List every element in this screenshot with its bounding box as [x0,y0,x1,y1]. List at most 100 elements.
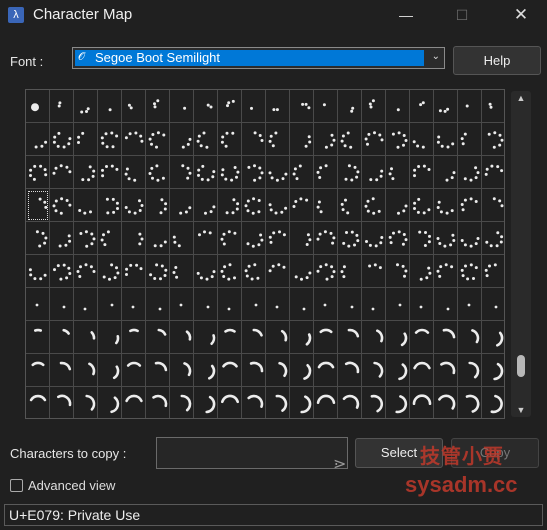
character-cell[interactable] [218,255,242,288]
character-cell[interactable] [26,354,50,387]
character-cell[interactable] [74,288,98,321]
character-cell[interactable] [410,156,434,189]
character-cell[interactable] [74,123,98,156]
character-cell[interactable] [290,189,314,222]
character-cell[interactable] [266,156,290,189]
character-cell[interactable] [410,123,434,156]
character-cell[interactable] [218,387,242,418]
character-cell[interactable] [146,321,170,354]
character-cell[interactable] [338,189,362,222]
character-cell[interactable] [122,354,146,387]
character-cell[interactable] [410,354,434,387]
character-cell[interactable] [314,255,338,288]
character-cell[interactable] [266,321,290,354]
character-cell[interactable] [386,90,410,123]
character-cell[interactable] [26,288,50,321]
character-cell[interactable] [386,189,410,222]
character-cell[interactable] [458,222,482,255]
character-cell[interactable] [146,123,170,156]
select-button[interactable]: Select [355,438,443,468]
character-cell[interactable] [170,387,194,418]
character-cell[interactable] [482,321,504,354]
character-cell[interactable] [218,156,242,189]
character-cell[interactable] [242,255,266,288]
character-cell[interactable] [26,90,50,123]
character-cell[interactable] [362,321,386,354]
copy-button[interactable]: Copy [451,438,539,468]
checkbox-icon[interactable] [10,479,23,492]
character-cell[interactable] [482,156,504,189]
character-cell[interactable] [482,123,504,156]
character-cell[interactable] [50,354,74,387]
character-cell[interactable] [482,288,504,321]
character-cell[interactable] [74,354,98,387]
character-cell[interactable] [266,288,290,321]
character-cell[interactable] [410,321,434,354]
character-cell[interactable] [194,189,218,222]
character-cell[interactable] [218,123,242,156]
character-cell[interactable] [458,90,482,123]
character-cell[interactable] [218,288,242,321]
character-cell[interactable] [146,255,170,288]
character-cell[interactable] [50,288,74,321]
character-cell[interactable] [314,222,338,255]
character-cell[interactable] [386,123,410,156]
character-cell[interactable] [242,354,266,387]
character-cell[interactable] [50,255,74,288]
character-cell[interactable] [26,222,50,255]
character-cell[interactable] [122,222,146,255]
character-cell[interactable] [362,156,386,189]
chevron-down-icon[interactable]: ⌄ [431,51,440,62]
character-cell[interactable] [290,222,314,255]
minimize-button[interactable]: — [399,7,413,23]
character-cell[interactable] [314,387,338,418]
character-cell[interactable] [362,354,386,387]
character-cell[interactable] [314,288,338,321]
font-dropdown[interactable]: 𝒪 Segoe Boot Semilight ⌄ [72,47,445,69]
character-cell[interactable] [74,90,98,123]
character-cell[interactable] [26,321,50,354]
character-cell[interactable] [146,156,170,189]
character-cell[interactable] [194,354,218,387]
character-cell[interactable] [290,156,314,189]
character-cell[interactable] [242,156,266,189]
character-cell[interactable] [434,387,458,418]
character-cell[interactable] [50,321,74,354]
character-cell[interactable] [458,123,482,156]
character-cell[interactable] [26,156,50,189]
character-cell[interactable] [458,321,482,354]
character-cell[interactable] [50,90,74,123]
character-cell[interactable] [338,321,362,354]
character-cell[interactable] [434,156,458,189]
scroll-down-icon[interactable]: ▼ [516,405,526,415]
character-cell[interactable] [266,90,290,123]
character-cell[interactable] [434,222,458,255]
character-cell[interactable] [50,123,74,156]
close-button[interactable]: ✕ [513,5,529,24]
character-cell[interactable] [338,123,362,156]
character-cell[interactable] [74,156,98,189]
character-cell[interactable] [458,255,482,288]
character-cell[interactable] [266,123,290,156]
character-cell[interactable] [98,156,122,189]
help-button[interactable]: Help [453,46,541,75]
character-cell[interactable] [410,288,434,321]
character-cell[interactable] [26,189,50,222]
character-cell[interactable] [362,288,386,321]
character-cell[interactable] [314,189,338,222]
character-cell[interactable] [386,255,410,288]
character-cell[interactable] [146,288,170,321]
character-cell[interactable] [386,156,410,189]
character-cell[interactable] [266,189,290,222]
character-cell[interactable] [314,156,338,189]
character-cell[interactable] [146,354,170,387]
character-cell[interactable] [122,123,146,156]
character-cell[interactable] [338,387,362,418]
character-cell[interactable] [242,123,266,156]
character-cell[interactable] [122,189,146,222]
character-cell[interactable] [434,189,458,222]
character-cell[interactable] [74,387,98,418]
character-cell[interactable] [482,222,504,255]
character-cell[interactable] [194,156,218,189]
character-cell[interactable] [26,255,50,288]
